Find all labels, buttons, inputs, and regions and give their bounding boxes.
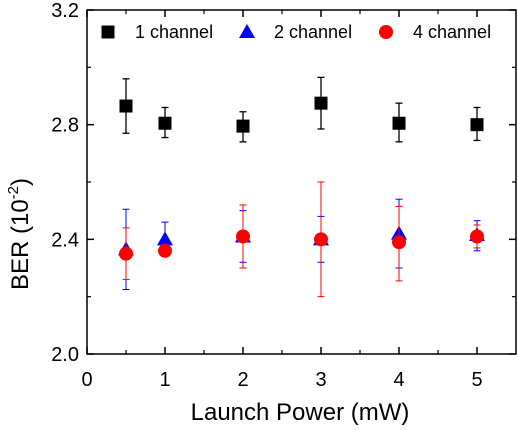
legend-label-1-channel: 1 channel — [135, 22, 213, 42]
x-tick-label-1: 1 — [159, 369, 170, 391]
data-point — [392, 235, 406, 250]
data-point — [236, 229, 250, 244]
y-tick-label-2.0: 2.0 — [51, 344, 79, 366]
legend: 1 channel 2 channel 4 channel — [101, 22, 491, 42]
tick-labels: 0 1 2 3 4 5 2.0 2.4 2.8 3.2 — [51, 0, 482, 391]
data-point — [392, 116, 406, 130]
y-axis-title: BER (10-2) — [5, 178, 34, 290]
y-axis-title-base: BER (10 — [7, 199, 34, 290]
legend-marker-4-channel — [379, 25, 393, 39]
x-tick-label-2: 2 — [237, 369, 248, 391]
y-axis-title-exponent: -2 — [5, 186, 22, 199]
axes-frame — [86, 9, 517, 355]
data-point — [470, 118, 484, 132]
y-tick-label-2.4: 2.4 — [51, 229, 79, 251]
data-point — [470, 229, 484, 244]
series-2-channel — [118, 198, 485, 290]
data-point — [314, 96, 328, 110]
x-tick-label-0: 0 — [81, 369, 92, 391]
series-1-channel — [119, 76, 484, 143]
x-tick-label-5: 5 — [471, 369, 482, 391]
x-tick-label-4: 4 — [393, 369, 404, 391]
plot-frame — [86, 9, 517, 355]
x-axis-title: Launch Power (mW) — [191, 399, 410, 426]
legend-marker-2-channel — [239, 24, 255, 38]
x-tick-label-3: 3 — [315, 369, 326, 391]
data-point — [119, 246, 133, 261]
legend-label-4-channel: 4 channel — [413, 22, 491, 42]
y-axis-title-close: ) — [7, 178, 34, 186]
y-tick-label-3.2: 3.2 — [51, 0, 79, 22]
data-point — [158, 116, 172, 130]
data-marks — [118, 76, 485, 298]
data-point — [158, 243, 172, 258]
axis-ticks — [86, 9, 516, 355]
data-point — [119, 99, 133, 113]
series-4-channel — [119, 181, 484, 298]
data-point — [314, 232, 328, 247]
data-point — [236, 119, 250, 133]
legend-label-2-channel: 2 channel — [274, 22, 352, 42]
data-point — [157, 231, 173, 246]
legend-marker-1-channel — [101, 25, 115, 39]
y-tick-label-2.8: 2.8 — [51, 115, 79, 137]
